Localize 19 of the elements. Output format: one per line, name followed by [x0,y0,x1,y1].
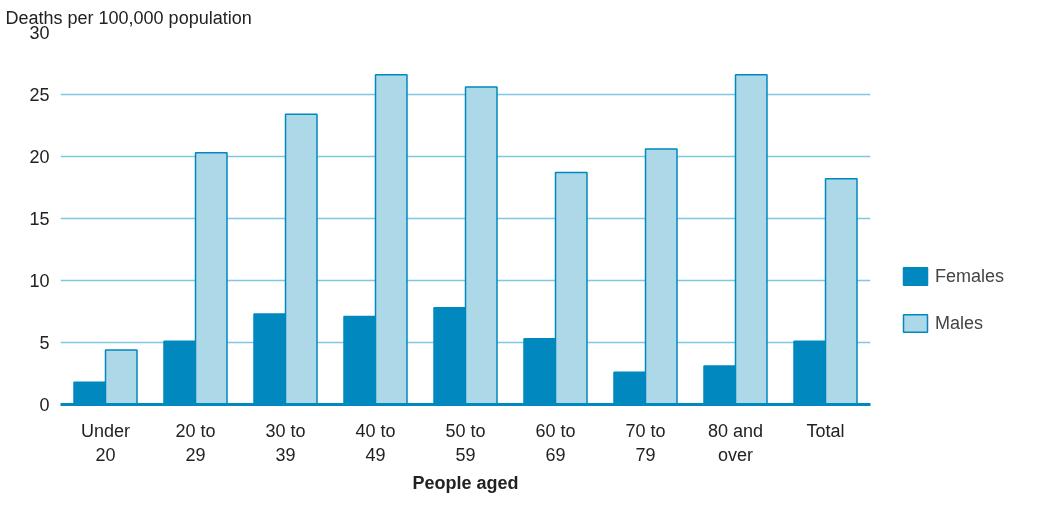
x-tick-label: Under 20 [80,420,131,465]
x-tick-label: 40 to 49 [355,420,396,465]
y-tick-label: 20 [29,147,50,167]
x-tick-label: 60 to 69 [535,420,576,465]
x-tick-label: 80 and over [707,420,764,465]
y-tick-label: 25 [29,85,50,105]
y-tick-label: 5 [39,333,50,353]
y-tick-label: 15 [29,209,50,229]
y-tick-label: 10 [29,271,50,291]
x-tick-label: 70 to 79 [625,420,666,465]
x-tick-label: 30 to 39 [265,420,306,465]
legend-label: Females [935,265,1005,287]
y-tick-label: 0 [39,395,50,415]
x-tick-label: Total [806,420,845,441]
x-tick-label: 50 to 59 [445,420,486,465]
x-axis-title: People aged [412,472,519,493]
x-tick-label: 20 to 29 [175,420,216,465]
legend-label: Males [935,312,984,334]
y-tick-label: 30 [29,23,50,43]
